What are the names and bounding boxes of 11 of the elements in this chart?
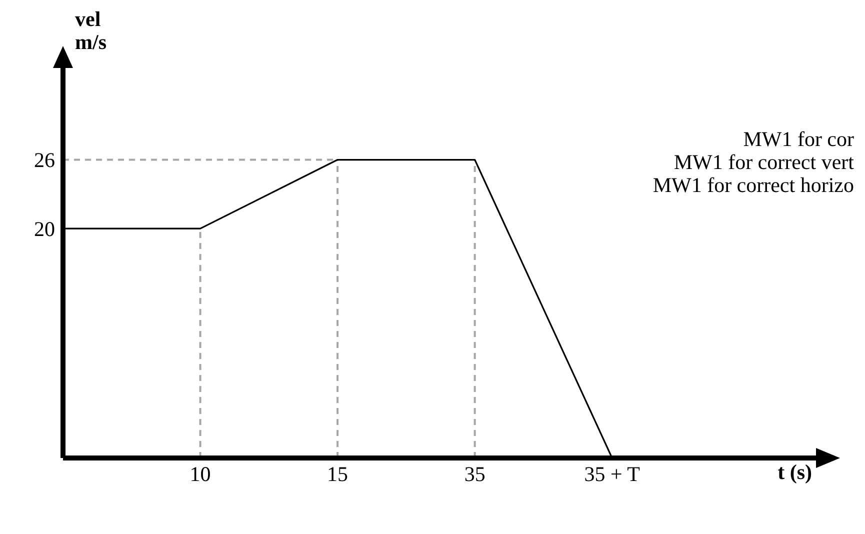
- y-axis-title: vel m/s: [75, 7, 106, 54]
- x-tick-label: 35 + T: [584, 462, 640, 486]
- x-tick-label: 35: [464, 462, 486, 486]
- y-tick-label: 26: [34, 148, 55, 172]
- x-tick-label: 10: [190, 462, 211, 486]
- x-tick-label: 15: [327, 462, 348, 486]
- x-axis-title: t (s): [778, 460, 812, 484]
- y-tick-label: 20: [34, 217, 55, 242]
- annotation: MW1 for correct vert: [672, 150, 854, 174]
- annotation: MW1 for correct horizo: [652, 173, 854, 197]
- text: MW1 for cor: [742, 127, 854, 151]
